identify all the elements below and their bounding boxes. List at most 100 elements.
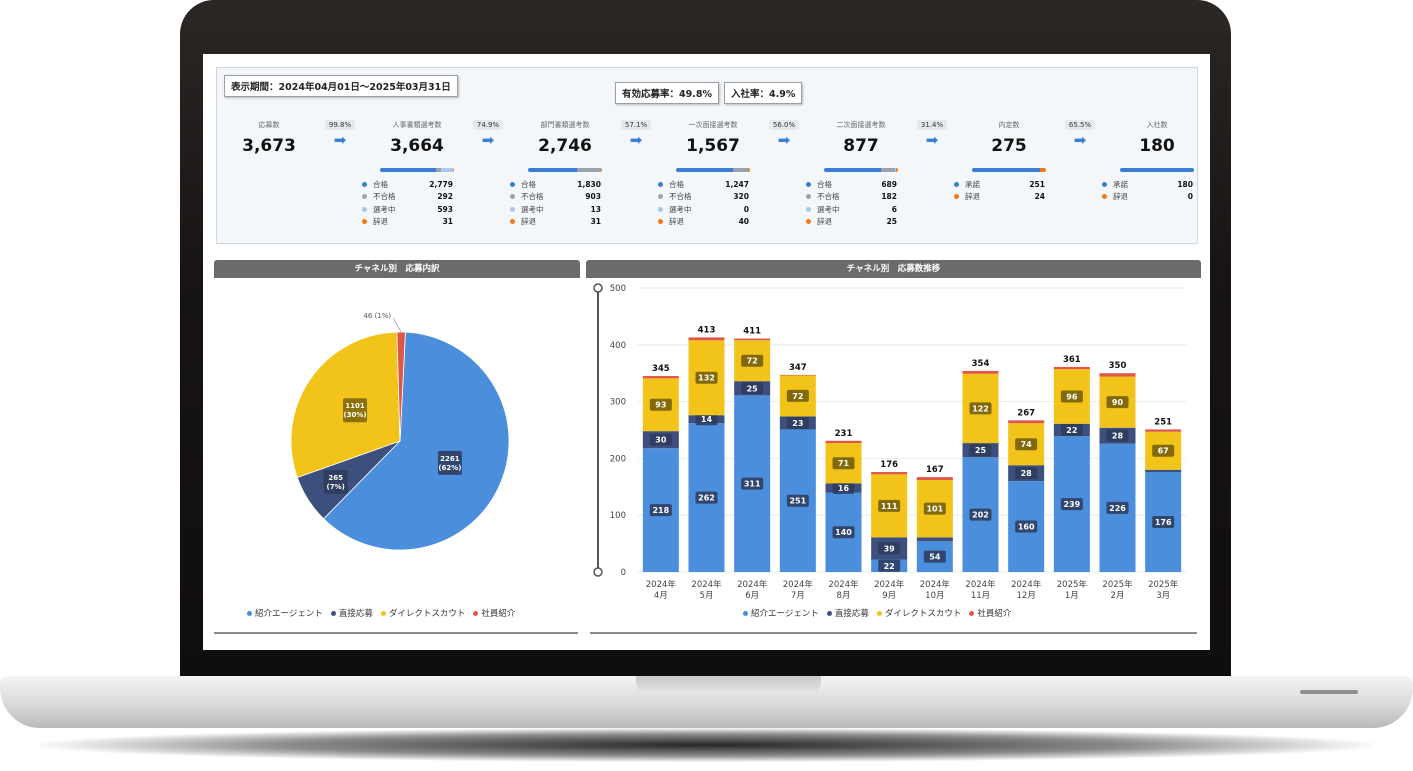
bar-segment[interactable]	[642, 376, 679, 379]
bar-label-bg	[878, 499, 901, 512]
bar-value-label: 28	[1021, 469, 1033, 478]
funnel-stage: 部門書類選考数 2,746 合格 1,830 不合格 903 選考中 13 辞退 31	[510, 120, 620, 228]
legend-dot-icon	[954, 181, 959, 187]
breakdown-row: 不合格 182	[806, 191, 916, 204]
breakdown-row: 選考中 593	[362, 203, 472, 216]
funnel-stage: 入社数 180 承諾 180 辞退 0	[1102, 120, 1210, 203]
bar-segment[interactable]	[1053, 366, 1090, 370]
breakdown-value: 292	[437, 192, 453, 202]
bar-value-label: 176	[1155, 518, 1172, 527]
x-tick-label: 11月	[971, 591, 990, 601]
bar-segment[interactable]	[916, 477, 953, 480]
pie-slice[interactable]	[323, 331, 510, 551]
bar-label-bg	[649, 504, 672, 517]
funnel-stage: 内定数 275 承諾 251 辞退 24	[954, 120, 1064, 203]
stage-value: 275	[991, 136, 1027, 156]
legend-item[interactable]: ダイレクトスカウト	[876, 607, 962, 619]
pie-slice-label: (7%)	[327, 483, 345, 491]
breakdown-row: 辞退 25	[806, 216, 916, 229]
legend-label: 直接応募	[834, 609, 869, 619]
x-tick-label: 2024年	[783, 579, 814, 590]
legend-item[interactable]: 社員紹介	[969, 607, 1011, 619]
conversion-rate: 57.1% ➡	[621, 120, 651, 149]
breakdown-row: 合格 2,779	[362, 178, 472, 191]
period-box[interactable]: 表示期間：2024年04月01日～2025年03月31日	[224, 75, 458, 97]
bar-value-label: 25	[747, 384, 759, 393]
bar-segment[interactable]	[825, 440, 862, 444]
breakdown-row: 選考中 6	[806, 203, 916, 216]
breakdown-label: 不合格	[817, 192, 840, 202]
laptop-slot	[1300, 690, 1358, 694]
bar-segment[interactable]	[871, 472, 908, 475]
pie-label-bg	[323, 470, 348, 495]
legend-label: ダイレクトスカウト	[388, 609, 466, 619]
bar-label-bg	[786, 494, 809, 507]
breakdown-value: 0	[1187, 192, 1193, 202]
legend-item[interactable]: 紹介エージェント	[743, 607, 819, 619]
bar-value-label: 22	[884, 562, 895, 571]
bar-segment[interactable]	[1008, 420, 1045, 424]
stage-value: 2,746	[538, 136, 592, 156]
bar-legend: 紹介エージェント 直接応募 ダイレクトスカウト 社員紹介	[743, 607, 1011, 619]
legend-dot-icon	[380, 610, 386, 616]
breakdown-row: 合格 689	[806, 178, 916, 191]
laptop-shadow	[40, 728, 1373, 762]
stage-bar-segment	[441, 168, 454, 172]
bar-segment[interactable]	[1145, 469, 1182, 473]
breakdown-label: 承諾	[1113, 179, 1128, 189]
stage-bar-segment	[676, 168, 734, 172]
legend-item[interactable]: ダイレクトスカウト	[380, 607, 466, 619]
x-tick-label: 2024年	[1011, 579, 1042, 590]
bar-segment[interactable]	[916, 537, 953, 542]
bar-segment[interactable]	[779, 374, 816, 376]
bar-segment[interactable]	[962, 370, 999, 374]
bar-value-label: 25	[975, 446, 987, 455]
stage-bar-segment	[380, 168, 436, 172]
legend-dot-icon	[1102, 181, 1107, 187]
bar-label-bg	[923, 550, 946, 563]
stage-bar-segment	[1120, 168, 1194, 172]
stage-breakdown: 合格 689 不合格 182 選考中 6 辞退 25	[806, 178, 916, 228]
legend-label: 直接応募	[338, 609, 373, 619]
bar-label-bg	[878, 542, 901, 555]
bar-segment[interactable]	[688, 337, 725, 341]
conversion-rate: 31.4% ➡	[917, 120, 947, 149]
bar-total-label: 267	[1017, 408, 1035, 418]
legend-item[interactable]: 直接応募	[330, 607, 373, 619]
x-tick-label: 5月	[700, 591, 714, 601]
stage-label: 一次面接選考数	[688, 121, 738, 129]
bar-label-bg	[832, 526, 855, 539]
breakdown-row: 合格 1,830	[510, 178, 620, 191]
bar-segment[interactable]	[1145, 429, 1182, 432]
bar-value-label: 311	[744, 480, 761, 489]
pie-slice[interactable]	[396, 331, 406, 442]
dashboard-screen: 表示期間：2024年04月01日～2025年03月31日 有効応募率：49.8%…	[203, 54, 1210, 650]
pie-slice-label: 2261	[440, 455, 460, 463]
breakdown-row: 辞退 0	[1102, 191, 1210, 204]
legend-item[interactable]: 紹介エージェント	[247, 607, 323, 619]
x-tick-label: 2024年	[920, 579, 951, 590]
bar-segment[interactable]	[1099, 373, 1136, 377]
bar-label-bg	[832, 481, 855, 494]
range-handle-top[interactable]	[593, 283, 603, 293]
bar-total-label: 251	[1154, 417, 1172, 427]
conversion-rate-label: 31.4%	[917, 120, 947, 130]
breakdown-row: 辞退 40	[658, 216, 768, 229]
breakdown-label: 合格	[669, 179, 684, 189]
legend-item[interactable]: 社員紹介	[473, 607, 515, 619]
bar-label-bg	[1015, 467, 1038, 480]
range-handle-bottom[interactable]	[593, 567, 603, 577]
bar-segment[interactable]	[734, 338, 771, 341]
arrow-right-icon: ➡	[629, 131, 643, 149]
legend-dot-icon	[362, 206, 367, 212]
bar-label-bg	[1152, 516, 1175, 529]
breakdown-label: 合格	[817, 179, 832, 189]
stage-bar-segment	[435, 168, 442, 172]
x-tick-label: 7月	[791, 591, 805, 601]
x-tick-label: 2025年	[1102, 579, 1133, 590]
legend-label: ダイレクトスカウト	[884, 609, 962, 619]
breakdown-label: 辞退	[669, 217, 684, 227]
pie-label-leader	[392, 317, 402, 333]
legend-item[interactable]: 直接応募	[826, 607, 869, 619]
legend-dot-icon	[362, 219, 367, 225]
